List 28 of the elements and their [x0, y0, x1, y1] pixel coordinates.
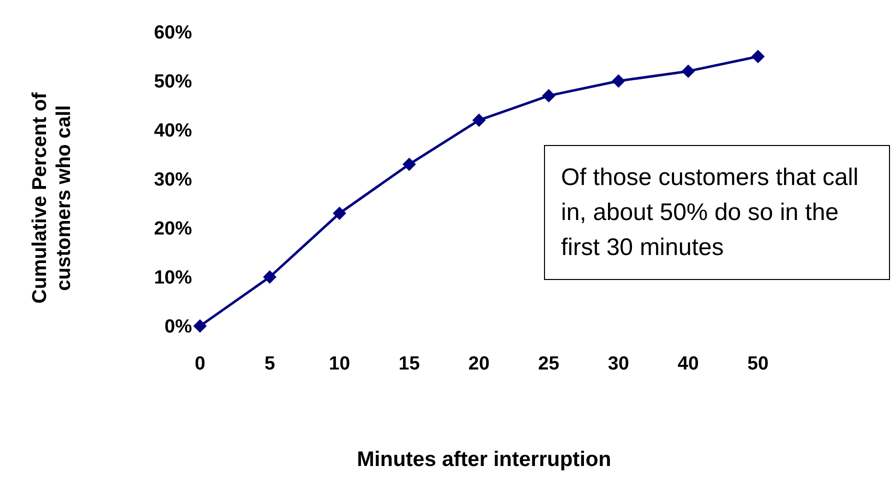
- y-tick-label: 40%: [154, 120, 192, 142]
- point: [612, 74, 625, 88]
- point: [333, 206, 346, 220]
- point: [402, 158, 416, 171]
- annotation: Of those customers that call in, about 50% do so in the first 30 minutes: [544, 145, 890, 280]
- y-axis-title: Cumulative Percent of customers who call: [28, 91, 76, 306]
- y-tick-label: 30%: [154, 170, 192, 191]
- point: [263, 270, 276, 284]
- point: [752, 50, 764, 63]
- x-tick-label: 30: [608, 353, 630, 374]
- x-tick-label: 5: [264, 353, 276, 374]
- y-tick-label: 60%: [154, 22, 192, 44]
- x-axis-title: Minutes after interruption: [356, 448, 612, 472]
- x-tick-label: 20: [468, 353, 490, 374]
- y-tick-label: 0%: [164, 316, 192, 338]
- x-tick-label: 25: [538, 353, 560, 374]
- point: [472, 114, 486, 127]
- point: [542, 89, 556, 102]
- x-tick-label: 0: [194, 353, 206, 374]
- y-tick-label: 50%: [154, 72, 192, 93]
- point: [682, 64, 695, 78]
- x-tick-label: 10: [328, 353, 350, 374]
- point: [194, 320, 206, 332]
- x-tick-label: 50: [747, 353, 769, 374]
- x-tick-label: 15: [398, 353, 420, 374]
- x-tick-label: 40: [678, 353, 699, 374]
- y-tick-label: 10%: [154, 268, 192, 289]
- y-tick-label: 20%: [154, 218, 192, 240]
